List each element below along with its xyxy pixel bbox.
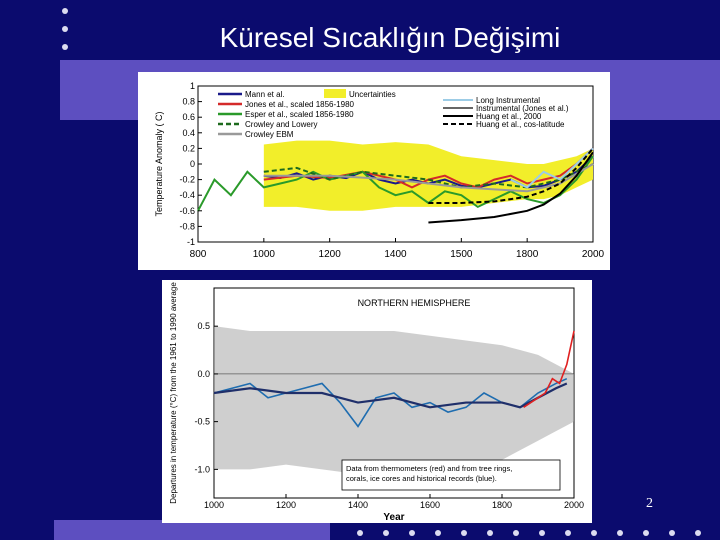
y-tick-label: -0.2: [179, 175, 195, 185]
bullet-dot: [539, 530, 545, 536]
x-tick-label: 2000: [564, 500, 584, 510]
page-number: 2: [646, 496, 653, 511]
y-tick-label: -0.4: [179, 190, 195, 200]
y-tick-label: 0.4: [182, 128, 195, 138]
annotation-text: corals, ice cores and historical records…: [346, 474, 497, 483]
legend-label: Crowley EBM: [245, 130, 294, 139]
bullet-dot: [435, 530, 441, 536]
bullet-dot: [357, 530, 363, 536]
series-line-7: [428, 151, 594, 224]
y-axis-label: Temperature Anomaly ( C): [154, 111, 164, 216]
legend-label: Mann et al.: [245, 90, 285, 99]
uncertainty-band: [214, 326, 574, 475]
series-line-5: [263, 163, 594, 193]
chart-temperature-anomaly: 1 0.8 0.6 0.4 0.2 0 -0.2 -0.4 -0.6 -0.8 -1 800 1000 1…: [154, 81, 605, 260]
y-axis-label: Departures in temperature (°C) from the …: [169, 282, 178, 504]
bullet-dot: [62, 8, 68, 14]
chart-title: NORTHERN HEMISPHERE: [358, 298, 471, 308]
series-line-3: [523, 330, 575, 408]
x-tick-label: 1400: [348, 500, 368, 510]
x-tick-label: 1400: [384, 249, 407, 260]
accent-band-bottom: [54, 520, 330, 540]
y-tick-label: -0.8: [179, 221, 195, 231]
chart-panel-bottom: NORTHERN HEMISPHERE 0.5 0.0 -0.5 -1.0 1000 120…: [162, 280, 592, 523]
legend-label: Esper et al., scaled 1856-1980: [245, 110, 354, 119]
x-tick-label: 1600: [420, 500, 440, 510]
bullet-dot: [487, 530, 493, 536]
series-line-8: [428, 147, 594, 204]
x-tick-label: 1800: [492, 500, 512, 510]
x-tick-label: 1200: [276, 500, 296, 510]
annotation-box: [341, 459, 561, 491]
y-tick-label: -0.6: [179, 206, 195, 216]
legend-label: Huang et al., 2000: [476, 112, 542, 121]
y-tick-label: 0.0: [197, 369, 210, 379]
legend-label: Crowley and Lowery: [245, 120, 317, 129]
annotation-text: Data from thermometers (red) and from tr…: [346, 464, 512, 473]
x-tick-label: 1200: [319, 249, 342, 260]
bullet-dot: [591, 530, 597, 536]
x-tick-label: 800: [190, 249, 207, 260]
y-tick-label: 0.5: [197, 321, 210, 331]
chart-panel-top: 1 0.8 0.6 0.4 0.2 0 -0.2 -0.4 -0.6 -0.8 -1 800 1000 1…: [138, 72, 610, 270]
x-tick-label: 1800: [516, 249, 539, 260]
bullet-dot: [62, 26, 68, 32]
legend-label: Jones et al., scaled 1856-1980: [245, 100, 355, 109]
y-tick-label: 0.2: [182, 143, 195, 153]
x-tick-label: 1000: [204, 500, 224, 510]
legend-label: Huang et al., cos-latitude: [476, 120, 565, 129]
bullet-dot: [461, 530, 467, 536]
bullet-dot: [565, 530, 571, 536]
y-tick-label: -0.5: [194, 417, 210, 427]
y-tick-label: 0.8: [182, 97, 195, 107]
y-tick-label: 1: [190, 81, 195, 91]
chart-northern-hemisphere: NORTHERN HEMISPHERE 0.5 0.0 -0.5 -1.0 1000 120…: [169, 282, 584, 523]
bullet-dot: [617, 530, 623, 536]
y-tick-label: 0.6: [182, 112, 195, 122]
y-tick-label: -1.0: [194, 464, 210, 474]
bullet-dot: [669, 530, 675, 536]
bullet-dot: [513, 530, 519, 536]
legend-swatch-uncertainty: [324, 89, 346, 98]
bullet-dot: [62, 44, 68, 50]
bullet-dot: [409, 530, 415, 536]
bullet-dot: [643, 530, 649, 536]
legend-label: Instrumental (Jones et al.): [476, 104, 569, 113]
uncertainty-band: [263, 140, 593, 211]
x-tick-label: 1500: [450, 249, 473, 260]
y-tick-label: 0: [190, 159, 195, 169]
series-line-6: [510, 147, 594, 189]
y-tick-label: -1: [187, 237, 195, 247]
bullet-dot: [695, 530, 701, 536]
bullet-dot: [383, 530, 389, 536]
legend-label: Long Instrumental: [476, 96, 540, 105]
x-tick-label: 2000: [582, 249, 605, 260]
x-axis-label: Year: [383, 512, 404, 523]
series-line-3: [197, 155, 594, 212]
legend-label: Uncertainties: [349, 90, 396, 99]
x-tick-label: 1000: [253, 249, 276, 260]
slide-title: Küresel Sıcaklığın Değişimi: [219, 22, 561, 53]
